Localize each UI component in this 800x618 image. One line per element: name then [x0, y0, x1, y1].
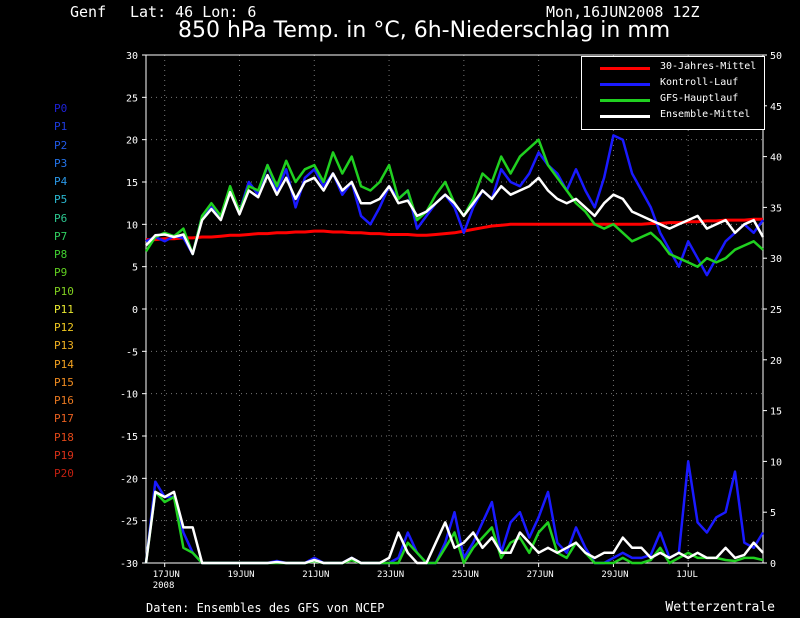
legend-label: Ensemble-Mittel: [660, 109, 751, 120]
x-tick-label: 25JUN: [452, 570, 479, 580]
y-left-tick-label: 5: [132, 263, 138, 274]
legend-label: 30-Jahres-Mittel: [660, 61, 757, 72]
member-label: P13: [54, 339, 74, 353]
y-right-tick-label: 20: [770, 356, 782, 367]
y-right-tick-label: 50: [770, 51, 782, 62]
legend-entry: Kontroll-Lauf: [590, 77, 760, 91]
brand-label: Wetterzentrale: [665, 600, 775, 615]
member-label: P14: [54, 357, 74, 371]
y-right-tick-label: 40: [770, 153, 782, 164]
legend-entry: Ensemble-Mittel: [590, 109, 760, 123]
y-left-tick-label: 20: [126, 136, 138, 147]
member-label: P15: [54, 375, 74, 389]
legend: 30-Jahres-Mittel Kontroll-Lauf GFS-Hauptla…: [581, 56, 765, 130]
x-tick-label: 23JUN: [377, 570, 404, 580]
y-left-tick-label: 0: [132, 305, 138, 316]
y-right-tick-label: 25: [770, 305, 782, 316]
member-label: P9: [54, 266, 68, 280]
chart-title: 850 hPa Temp. in °C, 6h-Niederschlag in …: [178, 18, 671, 43]
member-label: P7: [54, 229, 68, 243]
legend-swatch: [600, 99, 650, 102]
member-list: P0 P1 P2 P3 P4 P5 P6 P7 P8 P9 P10 P11 P12 P13 P14 P15 P1…: [54, 100, 74, 483]
coordinates-label: Lat: 46 Lon: 6: [130, 3, 257, 21]
member-label: P8: [54, 248, 68, 261]
x-tick-sublabel: 2008: [153, 581, 175, 591]
member-label: P2: [54, 138, 68, 152]
y-left-tick-label: 25: [126, 93, 138, 104]
y-left-tick-label: -25: [120, 517, 138, 528]
y-left-tick-label: -5: [126, 347, 138, 358]
series-line-gfs-hauptlauf: [144, 490, 764, 565]
y-left-tick-label: -10: [120, 390, 138, 401]
series-line-ensemble-mittel: [145, 172, 765, 256]
y-left-tick-label: -20: [120, 474, 138, 485]
legend-swatch: [600, 115, 650, 118]
data-source-label: Daten: Ensembles des GFS von NCEP: [146, 601, 385, 615]
legend-label: GFS-Hauptlauf: [660, 93, 739, 104]
y-left-tick-label: -30: [120, 559, 138, 570]
member-label: P5: [54, 193, 68, 207]
y-right-tick-label: 45: [770, 102, 782, 113]
y-right-tick-label: 0: [770, 559, 776, 570]
y-right-tick-label: 10: [770, 457, 782, 468]
location-label: Genf: [70, 3, 107, 21]
series-line-ensemble-mittel: [144, 490, 764, 565]
member-label: P10: [54, 284, 74, 298]
plot-frame: [145, 54, 764, 564]
y-right-tick-label: 5: [770, 508, 776, 519]
legend-label: Kontroll-Lauf: [660, 77, 739, 88]
member-label: P11: [54, 302, 74, 316]
member-label: P4: [54, 175, 68, 188]
x-tick-label: 19JUN: [227, 570, 254, 580]
member-label: P0: [54, 102, 68, 115]
y-left-tick-label: 30: [126, 51, 138, 62]
y-left-tick-label: -15: [120, 432, 138, 443]
member-label: P16: [54, 394, 74, 407]
legend-swatch: [600, 83, 650, 86]
x-tick-label: 1JUL: [676, 570, 698, 580]
y-right-tick-label: 30: [770, 254, 782, 265]
member-label: P18: [54, 430, 74, 444]
member-label: P19: [54, 448, 74, 462]
member-label: P17: [54, 412, 74, 426]
x-tick-label: 21JUN: [302, 570, 329, 580]
run-time-label: Mon,16JUN2008 12Z: [546, 3, 700, 21]
member-label: P1: [54, 120, 68, 134]
legend-entry: GFS-Hauptlauf: [590, 93, 760, 107]
member-label: P3: [54, 156, 68, 170]
x-tick-label: 17JUN: [153, 570, 180, 580]
member-label: P20: [54, 467, 74, 480]
series-line-kontroll-lauf: [145, 134, 765, 277]
y-left-tick-label: 15: [126, 178, 138, 189]
legend-swatch: [600, 67, 650, 70]
y-left-tick-label: 10: [126, 220, 138, 231]
x-tick-label: 29JUN: [601, 570, 628, 580]
x-tick-label: 27JUN: [527, 570, 554, 580]
legend-entry: 30-Jahres-Mittel: [590, 61, 760, 75]
member-label: P6: [54, 211, 68, 225]
y-right-tick-label: 15: [770, 407, 782, 418]
member-label: P12: [54, 321, 74, 334]
y-right-tick-label: 35: [770, 203, 782, 214]
